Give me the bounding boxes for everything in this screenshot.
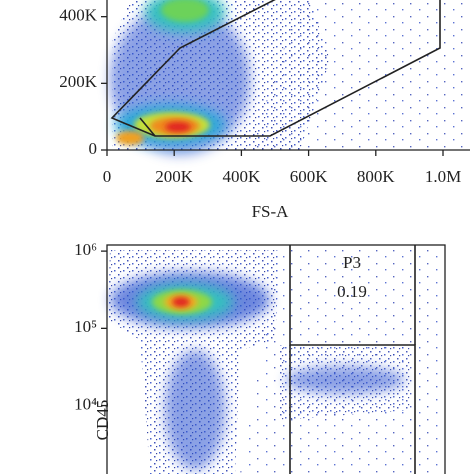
y-axis-label: CD45	[93, 400, 112, 441]
density-top	[110, 0, 470, 155]
y-tick-label: 400K	[59, 6, 98, 25]
y-tick-label: 10⁶	[74, 240, 97, 259]
gate-top	[110, 0, 441, 137]
x-axis-label: FS-A	[252, 202, 290, 221]
gate-value: 0.19	[337, 282, 367, 301]
x-tick-label: 0	[103, 167, 112, 186]
y-tick-label: 10⁴	[74, 394, 97, 413]
y-tick-label: 10⁵	[74, 317, 97, 336]
gate-name: P3	[343, 253, 361, 272]
gate-bottom	[106, 244, 446, 474]
x-tick-label: 1.0M	[425, 167, 461, 186]
x-tick-label: 600K	[290, 167, 329, 186]
density-bottom	[108, 250, 440, 474]
y-tick-label: 0	[89, 139, 98, 158]
x-tick-label: 200K	[155, 167, 194, 186]
x-tick-label: 800K	[357, 167, 396, 186]
x-tick-label: 400K	[223, 167, 262, 186]
y-tick-label: 200K	[59, 72, 98, 91]
